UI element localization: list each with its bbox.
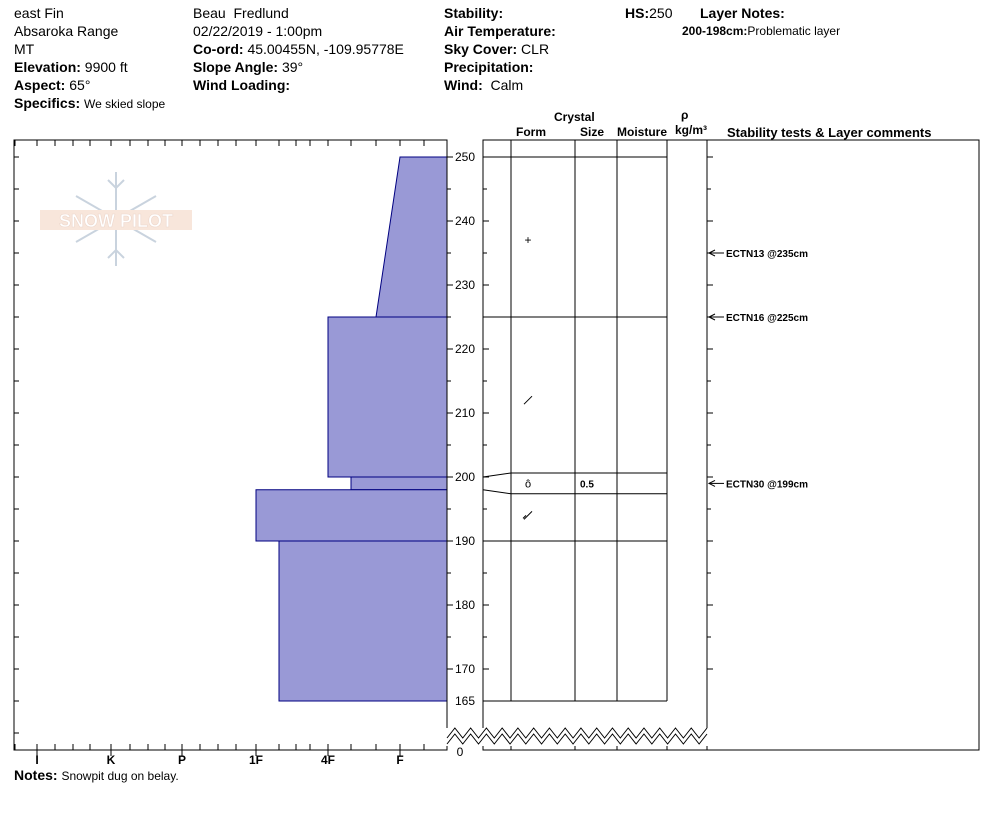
coord-label: Co-ord: — [193, 41, 244, 57]
crystal-grid-frame — [482, 139, 708, 751]
sky-value: CLR — [521, 41, 550, 57]
hardness-tick-label: P — [178, 753, 186, 767]
specifics-row: Specifics: We skied slope — [14, 94, 165, 113]
hardness-tick-label: F — [396, 753, 403, 767]
stability-test-label: ECTN16 @225cm — [726, 313, 808, 324]
hs-label: HS: — [625, 5, 650, 21]
wind-loading-row: Wind Loading: — [193, 76, 404, 94]
grain-form-symbol: + — [524, 233, 531, 247]
depth-axis-label: 210 — [455, 406, 475, 420]
depth-break-zigzag — [446, 727, 708, 739]
location-name: east Fin — [14, 5, 64, 21]
hs-row: HS:250 — [625, 4, 672, 22]
depth-axis-label: 240 — [455, 214, 475, 228]
stability-row: Stability: — [444, 4, 556, 22]
depth-axis-label: 200 — [455, 470, 475, 484]
wind-value: Calm — [490, 77, 524, 93]
grain-form-symbol: ô — [525, 478, 531, 490]
aspect-row: Aspect: 65° — [14, 76, 165, 94]
aspect-label: Aspect: — [14, 77, 66, 93]
sky-label: Sky Cover: — [444, 41, 518, 57]
notes-row: Notes: Snowpit dug on belay. — [14, 766, 179, 785]
hardness-layer — [327, 316, 448, 478]
elevation-row: Elevation: 9900 ft — [14, 58, 165, 76]
elevation-value: 9900 ft — [84, 59, 128, 75]
sky-row: Sky Cover: CLR — [444, 40, 556, 58]
layer-note-row: 200-198cm:Problematic layer — [682, 22, 840, 40]
depth-axis-label: 250 — [455, 150, 475, 164]
precip-row: Precipitation: — [444, 58, 556, 76]
moisture-header: Moisture — [617, 125, 668, 139]
hs-value: 250 — [649, 5, 673, 21]
conditions-block: Stability: Air Temperature: Sky Cover: C… — [444, 4, 556, 94]
depth-axis-label: 180 — [455, 598, 475, 612]
hardness-tick-label: K — [107, 753, 116, 767]
wind-loading-label: Wind Loading: — [193, 77, 291, 93]
slope-row: Slope Angle: 39° — [193, 58, 404, 76]
observer-name: Beau Fredlund — [193, 5, 289, 21]
slope-label: Slope Angle: — [193, 59, 279, 75]
wind-row: Wind: Calm — [444, 76, 556, 94]
notes-label: Notes: — [14, 767, 58, 783]
precip-label: Precipitation: — [444, 59, 534, 75]
snowpilot-logo: SNOW PILOT — [40, 172, 192, 266]
density-unit: kg/m³ — [675, 123, 708, 137]
observation-datetime: 02/22/2019 - 1:00pm — [193, 23, 323, 39]
coord-value: 45.00455N, -109.95778E — [247, 41, 404, 57]
depth-axis-zero: 0 — [457, 745, 464, 759]
crystal-header: Crystal — [554, 110, 595, 124]
grain-form-symbol-part — [522, 515, 527, 519]
depth-axis-label: 190 — [455, 534, 475, 548]
hardness-layer — [375, 156, 448, 318]
mountain-range: Absaroka Range — [14, 23, 119, 39]
depth-axis-label: 220 — [455, 342, 475, 356]
stability-label: Stability: — [444, 5, 504, 21]
density-symbol: ρ — [681, 108, 689, 122]
depth-axis-label: 230 — [455, 278, 475, 292]
observer-block: Beau Fredlund 02/22/2019 - 1:00pm Co-ord… — [193, 4, 404, 94]
location-block: east Fin Absaroka Range MT Elevation: 99… — [14, 4, 165, 113]
state: MT — [14, 41, 35, 57]
grain-form-symbol — [523, 395, 533, 405]
svg-text:SNOW PILOT: SNOW PILOT — [59, 211, 173, 231]
hardness-tick-label: 1F — [249, 753, 263, 767]
comments-header: Stability tests & Layer comments — [727, 125, 932, 140]
layer-note-text: Problematic layer — [747, 24, 841, 38]
slope-value: 39° — [281, 59, 304, 75]
layer-boundary — [482, 489, 667, 495]
form-header: Form — [516, 125, 546, 139]
layer-notes-label: Layer Notes: — [700, 5, 785, 21]
wind-label: Wind: — [444, 77, 483, 93]
stability-arrow-head — [707, 249, 716, 257]
hardness-layer — [278, 540, 448, 702]
hardness-tick-label: 4F — [321, 753, 335, 767]
elevation-label: Elevation: — [14, 59, 81, 75]
hardness-layer — [350, 476, 448, 491]
stability-arrow-head — [707, 313, 716, 321]
stability-test-label: ECTN13 @235cm — [726, 249, 808, 260]
depth-axis-label: 170 — [455, 662, 475, 676]
grain-size-value: 0.5 — [580, 479, 594, 490]
specifics-value: We skied slope — [84, 97, 166, 111]
grain-form-symbol — [523, 511, 533, 520]
stability-arrow-head — [707, 479, 716, 487]
depth-axis-label: 165 — [455, 694, 475, 708]
hardness-layer — [255, 489, 448, 542]
comments-frame — [706, 139, 980, 751]
size-header: Size — [580, 125, 605, 139]
layer-note-range: 200-198cm: — [682, 24, 748, 38]
air-temp-row: Air Temperature: — [444, 22, 556, 40]
coord-row: Co-ord: 45.00455N, -109.95778E — [193, 40, 404, 58]
specifics-label: Specifics: — [14, 95, 81, 111]
air-temp-label: Air Temperature: — [444, 23, 556, 39]
aspect-value: 65° — [69, 77, 91, 93]
hardness-tick-label: I — [35, 753, 38, 767]
notes-value: Snowpit dug on belay. — [61, 769, 179, 783]
depth-break-zigzag — [446, 733, 708, 745]
stability-test-label: ECTN30 @199cm — [726, 479, 808, 490]
layer-boundary — [482, 472, 667, 478]
